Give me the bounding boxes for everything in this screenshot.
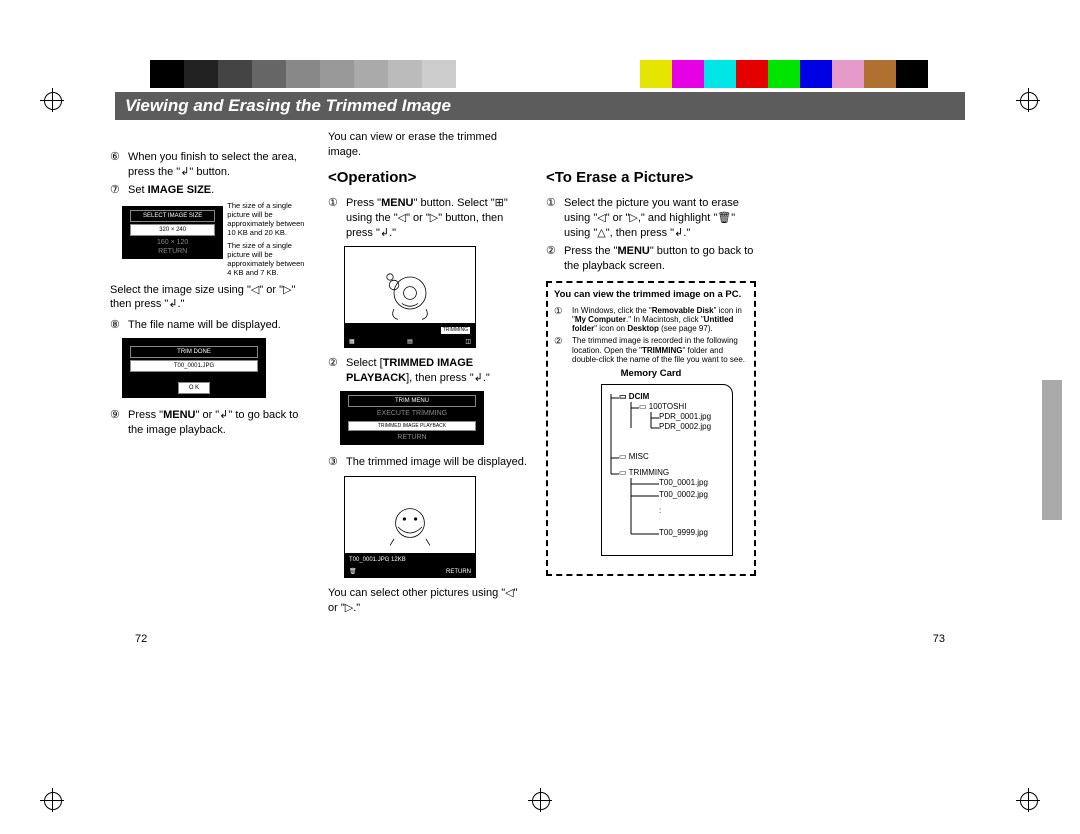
left-column: ⑥When you finish to select the area, pre…: [110, 120, 310, 615]
pc-box-lead: You can view the trimmed image on a PC.: [554, 289, 741, 300]
erase-1: Select the picture you want to erase usi…: [564, 196, 756, 241]
step-9: Press "MENU" or "↲" to go back to the im…: [128, 408, 310, 438]
erase-2: Press the "MENU" button to go back to th…: [564, 244, 756, 274]
calibration-colorbar: [150, 60, 930, 88]
right-column: <To Erase a Picture> ①Select the picture…: [546, 120, 756, 615]
page-number-right: 73: [933, 633, 945, 645]
note-4-7kb: The size of a single picture will be app…: [227, 241, 310, 277]
op-1-num: ①: [328, 196, 342, 241]
page-number-left: 72: [135, 633, 147, 645]
op-2: Select [TRIMMED IMAGE PLAYBACK], then pr…: [346, 356, 528, 386]
select-size-line: Select the image size using "◁" or "▷" t…: [110, 283, 310, 313]
op-3-num: ③: [328, 455, 342, 470]
note-10-20kb: The size of a single picture will be app…: [227, 201, 310, 237]
reg-mark-bottom-center: [528, 788, 552, 812]
intro-line: You can view or erase the trimmed image.: [328, 130, 528, 160]
reg-mark-bottom-left: [40, 788, 64, 812]
pc-info-box: You can view the trimmed image on a PC. …: [546, 281, 756, 576]
lcd-image-size: SELECT IMAGE SIZE 320 × 240 160 × 120 RE…: [122, 206, 223, 259]
step-8-num: ⑧: [110, 318, 124, 333]
page-spread: Viewing and Erasing the Trimmed Image ⑥W…: [65, 60, 1015, 615]
step-7: Set IMAGE SIZE.: [128, 183, 310, 198]
step-7-num: ⑦: [110, 183, 124, 198]
reg-mark-bottom-right: [1016, 788, 1040, 812]
op-1: Press "MENU" button. Select "⊞" using th…: [346, 196, 528, 241]
select-others: You can select other pictures using "◁" …: [328, 586, 528, 616]
op-3: The trimmed image will be displayed.: [346, 455, 528, 470]
memory-card-head: Memory Card: [554, 368, 748, 380]
lcd-trim-done: TRIM DONE T00_0001.JPG O K: [122, 338, 266, 398]
op-2-num: ②: [328, 356, 342, 386]
erase-2-num: ②: [546, 244, 560, 274]
step-6: When you finish to select the area, pres…: [128, 150, 310, 180]
thumb-tab: [1042, 380, 1062, 520]
lcd-trim-menu: TRIM MENU EXECUTE TRIMMING TRIMMED IMAGE…: [340, 391, 484, 445]
erase-1-num: ①: [546, 196, 560, 241]
step-6-num: ⑥: [110, 150, 124, 180]
pc-step-2: The trimmed image is recorded in the fol…: [572, 336, 748, 364]
step-8: The file name will be displayed.: [128, 318, 310, 333]
middle-column: You can view or erase the trimmed image.…: [328, 120, 528, 615]
erase-head: <To Erase a Picture>: [546, 168, 756, 188]
operation-head: <Operation>: [328, 168, 528, 188]
pc-step-1: In Windows, click the "Removable Disk" i…: [572, 306, 748, 334]
memory-card-diagram: ▭ DCIM ▭ 100TOSHI PDR_0001.jpg PDR_0002.…: [561, 384, 741, 564]
reg-mark-top-right: [1016, 88, 1040, 112]
cartoon-2: T00_0001.JPG 12KB 🗑RETURN: [344, 476, 476, 578]
cartoon-1: TRIMMING ▦▤◫: [344, 246, 476, 348]
section-header: Viewing and Erasing the Trimmed Image: [115, 92, 965, 120]
reg-mark-top-left: [40, 88, 64, 112]
step-9-num: ⑨: [110, 408, 124, 438]
